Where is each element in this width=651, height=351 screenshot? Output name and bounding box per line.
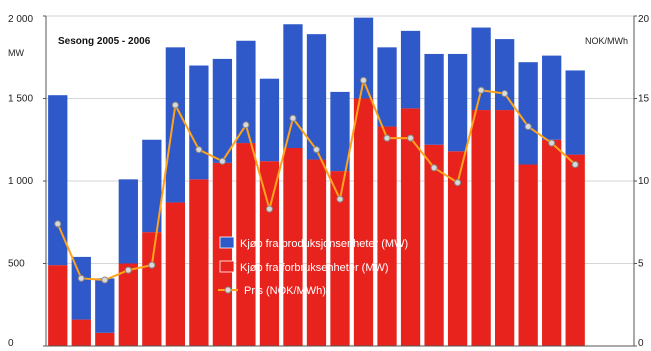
bar-consumption-11 bbox=[306, 159, 327, 346]
legend-label-production: Kjøp fra produksjonsenheter (MW) bbox=[240, 238, 408, 250]
bar-production-16 bbox=[424, 53, 444, 145]
left-axis-unit: MW bbox=[8, 48, 24, 58]
bar-production-22 bbox=[565, 70, 585, 155]
bar-consumption-18 bbox=[471, 110, 491, 346]
bar-production-10 bbox=[283, 24, 303, 148]
bar-consumption-13 bbox=[353, 98, 374, 346]
bar-production-4 bbox=[142, 139, 162, 233]
legend-label-consumption: Kjøp fra forbruksenheter (MW) bbox=[240, 262, 389, 274]
price-point-6 bbox=[195, 146, 203, 154]
bar-consumption-2 bbox=[95, 332, 115, 346]
price-point-19 bbox=[501, 90, 509, 98]
legend-label-price: Pris (NOK/MWh) bbox=[244, 285, 326, 297]
bar-consumption-16 bbox=[424, 144, 444, 346]
left-tick-label-3: 1 500 bbox=[8, 94, 33, 105]
price-point-17 bbox=[454, 179, 462, 187]
right-tick-label-2: 10 bbox=[638, 176, 650, 187]
left-tick-label-1: 500 bbox=[8, 259, 25, 270]
right-tick-label-0: 0 bbox=[638, 338, 644, 349]
price-point-20 bbox=[524, 123, 532, 131]
bar-consumption-7 bbox=[212, 162, 233, 346]
bar-consumption-6 bbox=[189, 179, 209, 346]
price-point-13 bbox=[360, 76, 368, 84]
bar-consumption-17 bbox=[447, 151, 468, 346]
legend-swatch-production bbox=[219, 236, 235, 249]
bar-production-15 bbox=[400, 30, 421, 109]
price-point-21 bbox=[548, 139, 556, 147]
bar-production-18 bbox=[471, 27, 491, 111]
bar-consumption-3 bbox=[118, 263, 138, 346]
bar-production-12 bbox=[330, 91, 350, 172]
left-y-axis-ticks: 0 500 1 000 1 500 2 000 bbox=[8, 14, 46, 349]
bar-production-13 bbox=[353, 17, 374, 99]
right-tick-label-4: 20 bbox=[638, 14, 650, 25]
bar-consumption-20 bbox=[518, 164, 538, 346]
bar-consumption-12 bbox=[330, 171, 350, 346]
bar-production-20 bbox=[518, 62, 538, 165]
bar-production-17 bbox=[447, 53, 468, 152]
price-point-11 bbox=[312, 146, 320, 154]
legend: Kjøp fra produksjonsenheter (MW) Kjøp fr… bbox=[218, 236, 408, 297]
price-point-3 bbox=[124, 266, 132, 274]
bar-consumption-14 bbox=[377, 126, 397, 346]
price-point-16 bbox=[430, 164, 438, 172]
bar-consumption-21 bbox=[542, 139, 562, 346]
bar-production-14 bbox=[377, 47, 397, 127]
price-point-12 bbox=[336, 195, 344, 203]
left-tick-label-4: 2 000 bbox=[8, 14, 33, 25]
bar-production-11 bbox=[306, 34, 327, 160]
price-line-series bbox=[54, 76, 579, 284]
bar-production-5 bbox=[165, 47, 186, 203]
legend-swatch-consumption bbox=[219, 260, 235, 273]
price-point-1 bbox=[77, 274, 85, 282]
bar-production-3 bbox=[118, 179, 138, 264]
bar-consumption-22 bbox=[565, 154, 585, 346]
bar-consumption-10 bbox=[283, 148, 303, 346]
price-point-14 bbox=[383, 134, 391, 142]
price-point-7 bbox=[218, 157, 226, 165]
price-point-18 bbox=[477, 86, 485, 94]
bar-consumption-1 bbox=[71, 319, 91, 346]
bar-production-7 bbox=[212, 58, 233, 163]
bar-consumption-0 bbox=[48, 265, 68, 346]
bar-production-6 bbox=[189, 65, 209, 180]
price-point-15 bbox=[407, 134, 415, 142]
right-y-axis-ticks: 0 5 10 15 20 bbox=[634, 14, 650, 349]
price-point-9 bbox=[265, 205, 273, 213]
chart-title: Sesong 2005 - 2006 bbox=[58, 36, 151, 47]
right-axis-unit: NOK/MWh bbox=[585, 36, 628, 46]
bar-production-9 bbox=[259, 78, 280, 162]
price-point-0 bbox=[54, 220, 62, 228]
right-tick-label-1: 5 bbox=[638, 259, 644, 270]
bar-consumption-19 bbox=[494, 110, 515, 346]
price-point-22 bbox=[571, 161, 579, 168]
bar-series bbox=[48, 17, 585, 347]
bar-production-21 bbox=[542, 55, 562, 140]
bar-production-2 bbox=[95, 278, 115, 333]
price-point-2 bbox=[101, 276, 109, 284]
bar-consumption-4 bbox=[142, 232, 162, 346]
left-tick-label-0: 0 bbox=[8, 338, 14, 349]
right-tick-label-3: 15 bbox=[638, 94, 650, 105]
legend-swatch-price-marker bbox=[224, 286, 232, 294]
price-point-4 bbox=[148, 261, 156, 269]
bar-consumption-8 bbox=[236, 143, 256, 346]
bar-consumption-5 bbox=[165, 202, 186, 346]
bar-consumption-15 bbox=[400, 108, 421, 347]
price-point-8 bbox=[242, 121, 250, 129]
price-point-10 bbox=[289, 114, 297, 122]
bar-consumption-9 bbox=[259, 161, 280, 346]
price-point-5 bbox=[171, 101, 179, 109]
bar-production-8 bbox=[236, 40, 256, 144]
bar-production-0 bbox=[48, 95, 68, 266]
left-tick-label-2: 1 000 bbox=[8, 176, 33, 187]
bar-production-19 bbox=[494, 39, 515, 111]
bar-production-1 bbox=[71, 256, 91, 320]
